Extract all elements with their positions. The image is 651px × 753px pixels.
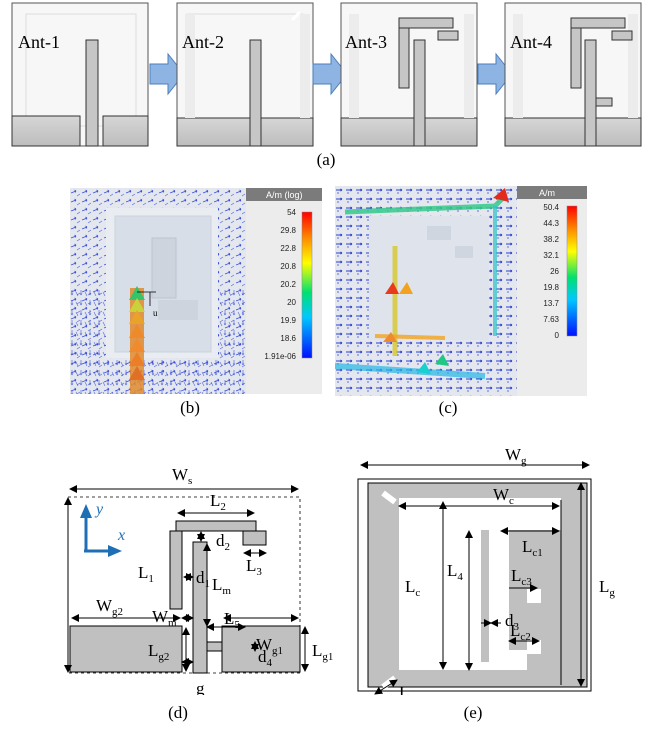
legend-tick: 22.8 [280, 244, 296, 253]
current-distribution-c: A/m 50.4 44.3 38.2 32.1 26 19.8 13.7 7.6… [335, 186, 587, 396]
legend-tick: 0 [555, 331, 560, 340]
label-Wg1: Wg1 [256, 635, 283, 657]
caption-b: (b) [180, 398, 200, 417]
label-Wm: Wm [152, 607, 177, 629]
legend-tick: 7.63 [543, 315, 559, 324]
label-Lm: Lm [212, 575, 231, 597]
label-Wg2: Wg2 [96, 596, 123, 618]
legend-tick: 32.1 [543, 251, 559, 260]
legend-tick: 44.3 [543, 219, 559, 228]
legend-tick: 29.8 [280, 226, 296, 235]
caption-d: (d) [168, 703, 188, 722]
ant-4-layout [504, 2, 642, 147]
label-Lc: Lc [405, 577, 420, 599]
front-view-dimensions: y x Ws L2 d2 L3 L1 d1 Lm Ls Wm L5 d4 Wg2… [64, 465, 333, 695]
ant-3-layout [340, 2, 478, 147]
label-Lc3: Lc3 [511, 566, 532, 588]
axis-u-label: u [153, 308, 158, 318]
legend-tick: 19.9 [280, 316, 296, 325]
label-d2: d2 [216, 531, 230, 553]
legend-title-c: A/m [539, 188, 555, 198]
axis-x-label: x [117, 527, 125, 544]
legend-tick: 1.91e-06 [264, 352, 296, 361]
label-d3: d3 [505, 611, 520, 633]
label-Lc1: Lc1 [522, 537, 543, 559]
label-Lc2: Lc2 [510, 621, 531, 643]
label-Lg: Lg [599, 577, 615, 599]
caption-e: (e) [463, 703, 483, 722]
evolution-arrow [312, 52, 348, 96]
legend-tick: 50.4 [543, 203, 559, 212]
label-Lc4: Lc4 [399, 683, 420, 695]
evolution-arrow [477, 52, 513, 96]
legend-tick: 18.6 [280, 334, 296, 343]
legend-tick: 13.7 [543, 299, 559, 308]
ant-2-label: Ant-2 [182, 32, 224, 52]
label-Wg: Wg [505, 445, 527, 467]
legend-tick: 26 [550, 267, 559, 276]
legend-tick: 20 [287, 298, 296, 307]
label-L1: L1 [138, 563, 154, 585]
legend-tick: 19.8 [543, 283, 559, 292]
label-L2: L2 [210, 491, 226, 513]
label-L3: L3 [246, 556, 262, 578]
ant-1-layout [11, 2, 149, 147]
label-Wc: Wc [493, 485, 514, 507]
label-L5: L5 [224, 609, 240, 631]
ant-1-label: Ant-1 [18, 32, 60, 52]
legend-tick: 54 [287, 208, 296, 217]
ant-4-label: Ant-4 [510, 32, 552, 52]
label-d4: d4 [258, 647, 273, 669]
evolution-arrow [149, 52, 185, 96]
coordinate-axes: y x [80, 501, 125, 557]
caption-a: (a) [316, 150, 336, 169]
back-view-dimensions: Wg Wc Lc1 Lc3 L4 Lc Lg d3 Lc2 Lc4 [357, 445, 615, 695]
legend-ticks-b: 54 29.8 22.8 20.8 20.2 20 19.9 18.6 1.91… [264, 208, 296, 361]
legend-ticks-c: 50.4 44.3 38.2 32.1 26 19.8 13.7 7.63 0 [543, 203, 559, 340]
caption-c: (c) [438, 398, 458, 417]
axis-y-label: y [94, 501, 104, 518]
ant-3-label: Ant-3 [345, 32, 387, 52]
label-L4: L4 [447, 561, 463, 583]
label-d1: d1 [196, 568, 210, 590]
legend-tick: 20.8 [280, 262, 296, 271]
legend-tick: 20.2 [280, 280, 296, 289]
ant-2-layout [176, 2, 314, 147]
antenna-evolution-panel: Ant-1 Ant-2 Ant-3 Ant-4 [11, 2, 642, 147]
legend-tick: 38.2 [543, 235, 559, 244]
current-distribution-b: u A/m (log) 54 29.8 22.8 20.8 20.2 20 19… [70, 188, 322, 394]
label-g: g [196, 679, 205, 695]
label-Lg1: Lg1 [312, 641, 333, 663]
legend-title-b: A/m (log) [266, 190, 303, 200]
label-Lg2: Lg2 [148, 641, 169, 663]
label-Ws: Ws [172, 465, 192, 487]
